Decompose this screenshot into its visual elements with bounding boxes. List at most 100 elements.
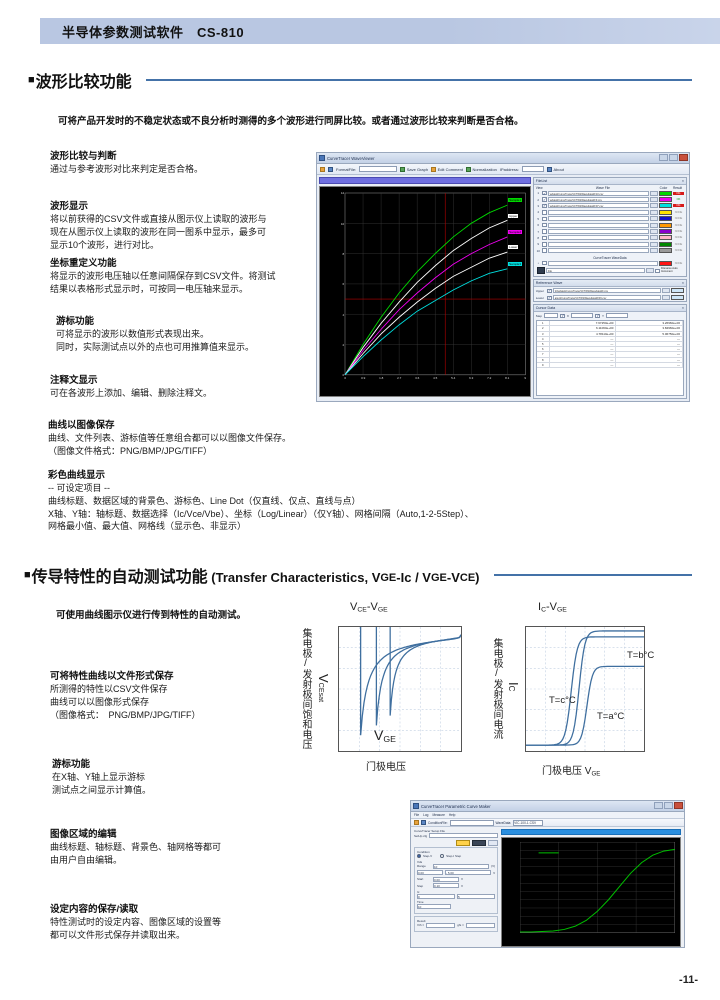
filelist-row[interactable]: 7 NONE [536,228,684,235]
row-path[interactable] [547,209,649,215]
cursor-x-checkbox[interactable] [559,313,565,319]
menu-file[interactable]: File [414,813,420,817]
cursor-y-checkbox[interactable] [594,313,600,319]
row-color-swatch[interactable] [658,216,672,222]
waveviewer-titlebar[interactable]: CurveTracer WaveViewer [317,153,689,164]
cursor-data-row[interactable]: 2 6.11060e+00 3.84960e+00 [536,326,683,332]
row-path[interactable] [547,235,649,241]
row-browse-button[interactable] [649,235,658,241]
maximize-icon[interactable] [664,802,673,809]
cursor-data-toolbar[interactable]: Step X Y [534,312,686,319]
normalization-button[interactable]: Normalization [465,166,497,172]
row-view-checkbox[interactable] [541,216,547,221]
filelist-row[interactable]: 8 NONE [536,235,684,241]
row-view-checkbox[interactable] [541,235,547,241]
curvetracer-menubar[interactable]: File Log Measure Help [411,812,684,819]
step-input[interactable]: 0.10 [433,883,459,888]
condition-file-input[interactable] [449,819,494,826]
minimize-icon[interactable] [654,802,663,809]
load-setup-button[interactable] [456,839,471,846]
lower-color-swatch[interactable] [670,295,684,301]
graph-right-plot[interactable] [525,626,645,752]
row-color-swatch[interactable] [658,235,672,241]
close-icon[interactable] [674,802,683,809]
setup-row[interactable]: SetUp.cfg [414,833,499,838]
row-view-checkbox[interactable] [541,242,547,247]
row-browse-button[interactable] [649,197,658,203]
row-browse-button[interactable] [649,190,658,196]
radio-step-i[interactable] [440,854,445,858]
filelist-row[interactable]: 9 NONE [536,241,684,247]
setup-input[interactable] [429,833,499,838]
row-browse-button[interactable] [649,216,658,222]
cursor-x-value[interactable] [570,313,593,319]
curvetracer-titlebar[interactable]: CurveTracer Parametric Curve Maker [411,801,684,812]
range-input[interactable]: 10 [433,863,490,869]
upper-checkbox[interactable] [546,288,552,294]
row-view-checkbox[interactable] [541,229,547,234]
menu-help[interactable]: Help [448,813,456,817]
menu-log[interactable]: Log [423,813,429,817]
row-browse-button[interactable] [649,222,658,228]
waveform-plot-area[interactable]: 0 2 4 6 8 10 12 0 0.9 1.8 2.7 3.6 4.5 5.4 6.3 7.2 8.1 9 Sa… [341,191,526,380]
cursor-y-value[interactable] [605,313,628,319]
row-view-checkbox[interactable] [541,197,547,202]
row-view-checkbox[interactable] [541,203,547,209]
window-controls[interactable] [659,154,688,161]
row-color-swatch[interactable] [658,197,672,203]
minimize-icon[interactable] [659,154,668,161]
waveviewer-toolbar[interactable]: FormatFile: Save Graph Edit Comment Norm… [317,164,689,175]
upper-path[interactable]: ¥¥wdata¥CurveTracer¥CTW¥Wavedata¥F.csv [552,288,661,294]
graph-left-plot[interactable] [338,626,462,752]
upper-color-swatch[interactable] [670,288,684,294]
row-path[interactable] [547,229,649,235]
time-input[interactable]: 10 [417,904,451,909]
waveviewer-screenshot[interactable]: CurveTracer WaveViewer FormatFile: Save … [316,152,690,402]
save-icon[interactable] [328,166,333,172]
row-path[interactable] [547,222,649,228]
upper-browse-button[interactable] [661,288,670,294]
ip-address-input[interactable] [522,166,545,172]
curvetracer-screenshot[interactable]: CurveTracer Parametric Curve Maker File … [410,800,685,948]
reference-close-icon[interactable]: × [681,281,684,286]
wavedata-color-swatch[interactable] [658,260,672,266]
row-color-swatch[interactable] [658,209,672,215]
row-path[interactable] [547,241,649,247]
cursor-data-row[interactable]: 1 7.67250e+00 3.26960e+00 [536,321,683,327]
reference-upper-row[interactable]: Upper ¥¥wdata¥CurveTracer¥CTW¥Wavedata¥F… [534,287,686,294]
radio-step-v[interactable] [417,854,421,858]
menu-measure[interactable]: Measure [432,813,445,817]
file-name-input[interactable]: File [545,268,645,274]
range2-row[interactable]: 0.00 - 5.00 V [417,870,495,875]
cursor-data-row[interactable]: 9 --- --- [536,362,683,368]
range-to-input[interactable]: - 5.00 [445,870,492,875]
curvetracer-plot-area[interactable] [519,842,675,934]
range-row[interactable]: Range 10 (V) [417,863,495,869]
row-path[interactable]: wdata¥CurveTracer¥CTW¥Wavedata¥F07.csv [547,203,649,209]
lower-checkbox[interactable] [546,295,552,301]
start-input[interactable]: 0.00 [433,876,459,882]
row-view-checkbox[interactable] [541,248,547,253]
curvetracer-toolbar[interactable]: ConditionFile: WaveData: VIC-100-1.CSV [411,819,684,827]
row-color-swatch[interactable] [658,203,672,209]
step-row[interactable]: Step 0.10 V [417,883,495,888]
row-color-swatch[interactable] [658,222,672,228]
wavedata-input[interactable]: VIC-100-1.CSV [513,819,544,826]
time-row[interactable]: 10 [417,904,495,909]
file-browse-button[interactable] [645,268,654,274]
row-browse-button[interactable] [649,241,658,247]
row-color-swatch[interactable] [658,229,672,235]
cursor-data-row[interactable]: 8 --- --- [536,357,683,363]
filelist-row[interactable]: 2 wdata¥CurveTracer¥CTW¥Wavedata¥F9.csv OK [536,196,684,203]
cursor-data-row[interactable]: 4 --- --- [536,336,683,343]
row-view-checkbox[interactable] [541,210,547,215]
condition-radios[interactable]: Step-V Step-I Step [417,854,495,858]
ic-from-input[interactable]: 0 [417,893,456,899]
cursor-data-row[interactable]: 7 --- --- [536,352,683,358]
reference-lower-row[interactable]: Lower atsu¥CurveTracer¥CTW¥Wavedata¥F09.… [534,294,686,301]
row-path[interactable]: wdata¥CurveTracer¥CTW¥Wavedata¥F10.csv [547,190,649,196]
auto-increment-checkbox[interactable] [654,268,660,274]
browse-setup-button[interactable] [488,839,499,846]
row-path[interactable]: wdata¥CurveTracer¥CTW¥Wavedata¥F9.csv [547,197,649,203]
format-file-input[interactable] [359,166,398,172]
